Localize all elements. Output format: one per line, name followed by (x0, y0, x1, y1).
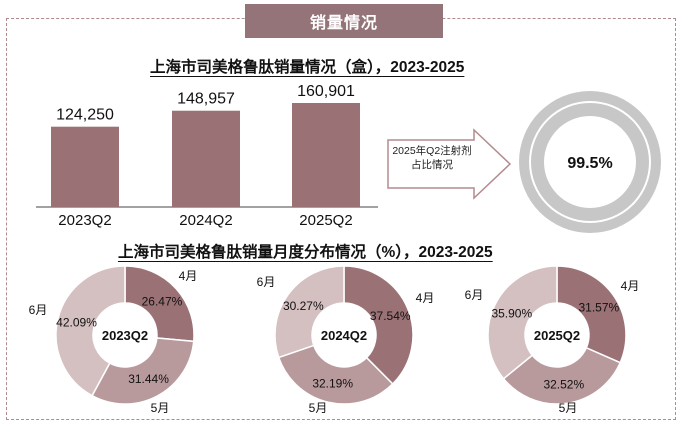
donut-month-label: 4月 (179, 269, 198, 283)
donut-month-label: 5月 (309, 401, 328, 415)
donut-value-label: 31.44% (128, 372, 169, 386)
ring-center-label: 99.5% (567, 155, 612, 172)
donut-value-label: 32.19% (312, 377, 353, 391)
donut-month-label: 4月 (416, 291, 435, 305)
donut-month-label: 6月 (465, 288, 484, 302)
bar-2025Q2 (292, 103, 360, 207)
donut-month-label: 5月 (151, 401, 170, 415)
x-tick-label: 2023Q2 (58, 212, 111, 229)
bar-2023Q2 (51, 126, 119, 207)
x-tick-label: 2025Q2 (299, 212, 352, 229)
donut-segment-2023Q2-4月 (124, 265, 195, 343)
arrow-shape (387, 128, 512, 200)
x-tick-label: 2024Q2 (179, 212, 232, 229)
donut-value-label: 35.90% (491, 307, 532, 321)
donut-segment-2024Q2-4月 (343, 265, 414, 385)
bar-chart-title: 上海市司美格鲁肽销量情况（盒），2023-2025 (150, 59, 465, 76)
donut-value-label: 42.09% (56, 316, 97, 330)
ring-gap (529, 101, 651, 223)
donut-value-label: 26.47% (142, 294, 183, 308)
bar-value-label: 160,901 (297, 83, 355, 100)
bar-2024Q2 (172, 110, 240, 207)
donut-center-label: 2025Q2 (534, 328, 580, 343)
donut-segment-2024Q2-5月 (277, 344, 394, 405)
donut-month-label: 6月 (257, 275, 276, 289)
donut-segment-2023Q2-5月 (91, 337, 195, 405)
section-header: 销量情况 (245, 4, 443, 38)
donut-month-label: 4月 (621, 279, 640, 293)
donut-segment-2025Q2-6月 (487, 265, 558, 380)
bar-value-label: 148,957 (177, 91, 235, 108)
donut-segment-2024Q2-6月 (274, 265, 345, 359)
donut-month-label: 6月 (29, 303, 48, 317)
donut-value-label: 37.54% (370, 309, 411, 323)
donut-center-label: 2023Q2 (102, 328, 148, 343)
injection-share-ring: 99.5% (519, 91, 661, 233)
bar-value-label: 124,250 (56, 107, 114, 124)
donut-month-label: 5月 (559, 401, 578, 415)
donut-section-title: 上海市司美格鲁肽销量月度分布情况（%），2023-2025 (118, 244, 493, 261)
donut-center-label: 2024Q2 (321, 328, 367, 343)
donut-value-label: 30.27% (283, 299, 324, 313)
donut-value-label: 31.57% (578, 301, 619, 315)
donut-value-label: 32.52% (543, 378, 584, 392)
donut-segment-2025Q2-4月 (556, 265, 627, 364)
donut-segment-2025Q2-5月 (502, 346, 622, 405)
callout-arrow: 2025年Q2注射剂占比情况 (387, 128, 512, 200)
callout-text: 2025年Q2注射剂占比情况 (392, 145, 472, 171)
donut-segment-2023Q2-6月 (55, 265, 126, 397)
ring-hole (544, 116, 636, 208)
